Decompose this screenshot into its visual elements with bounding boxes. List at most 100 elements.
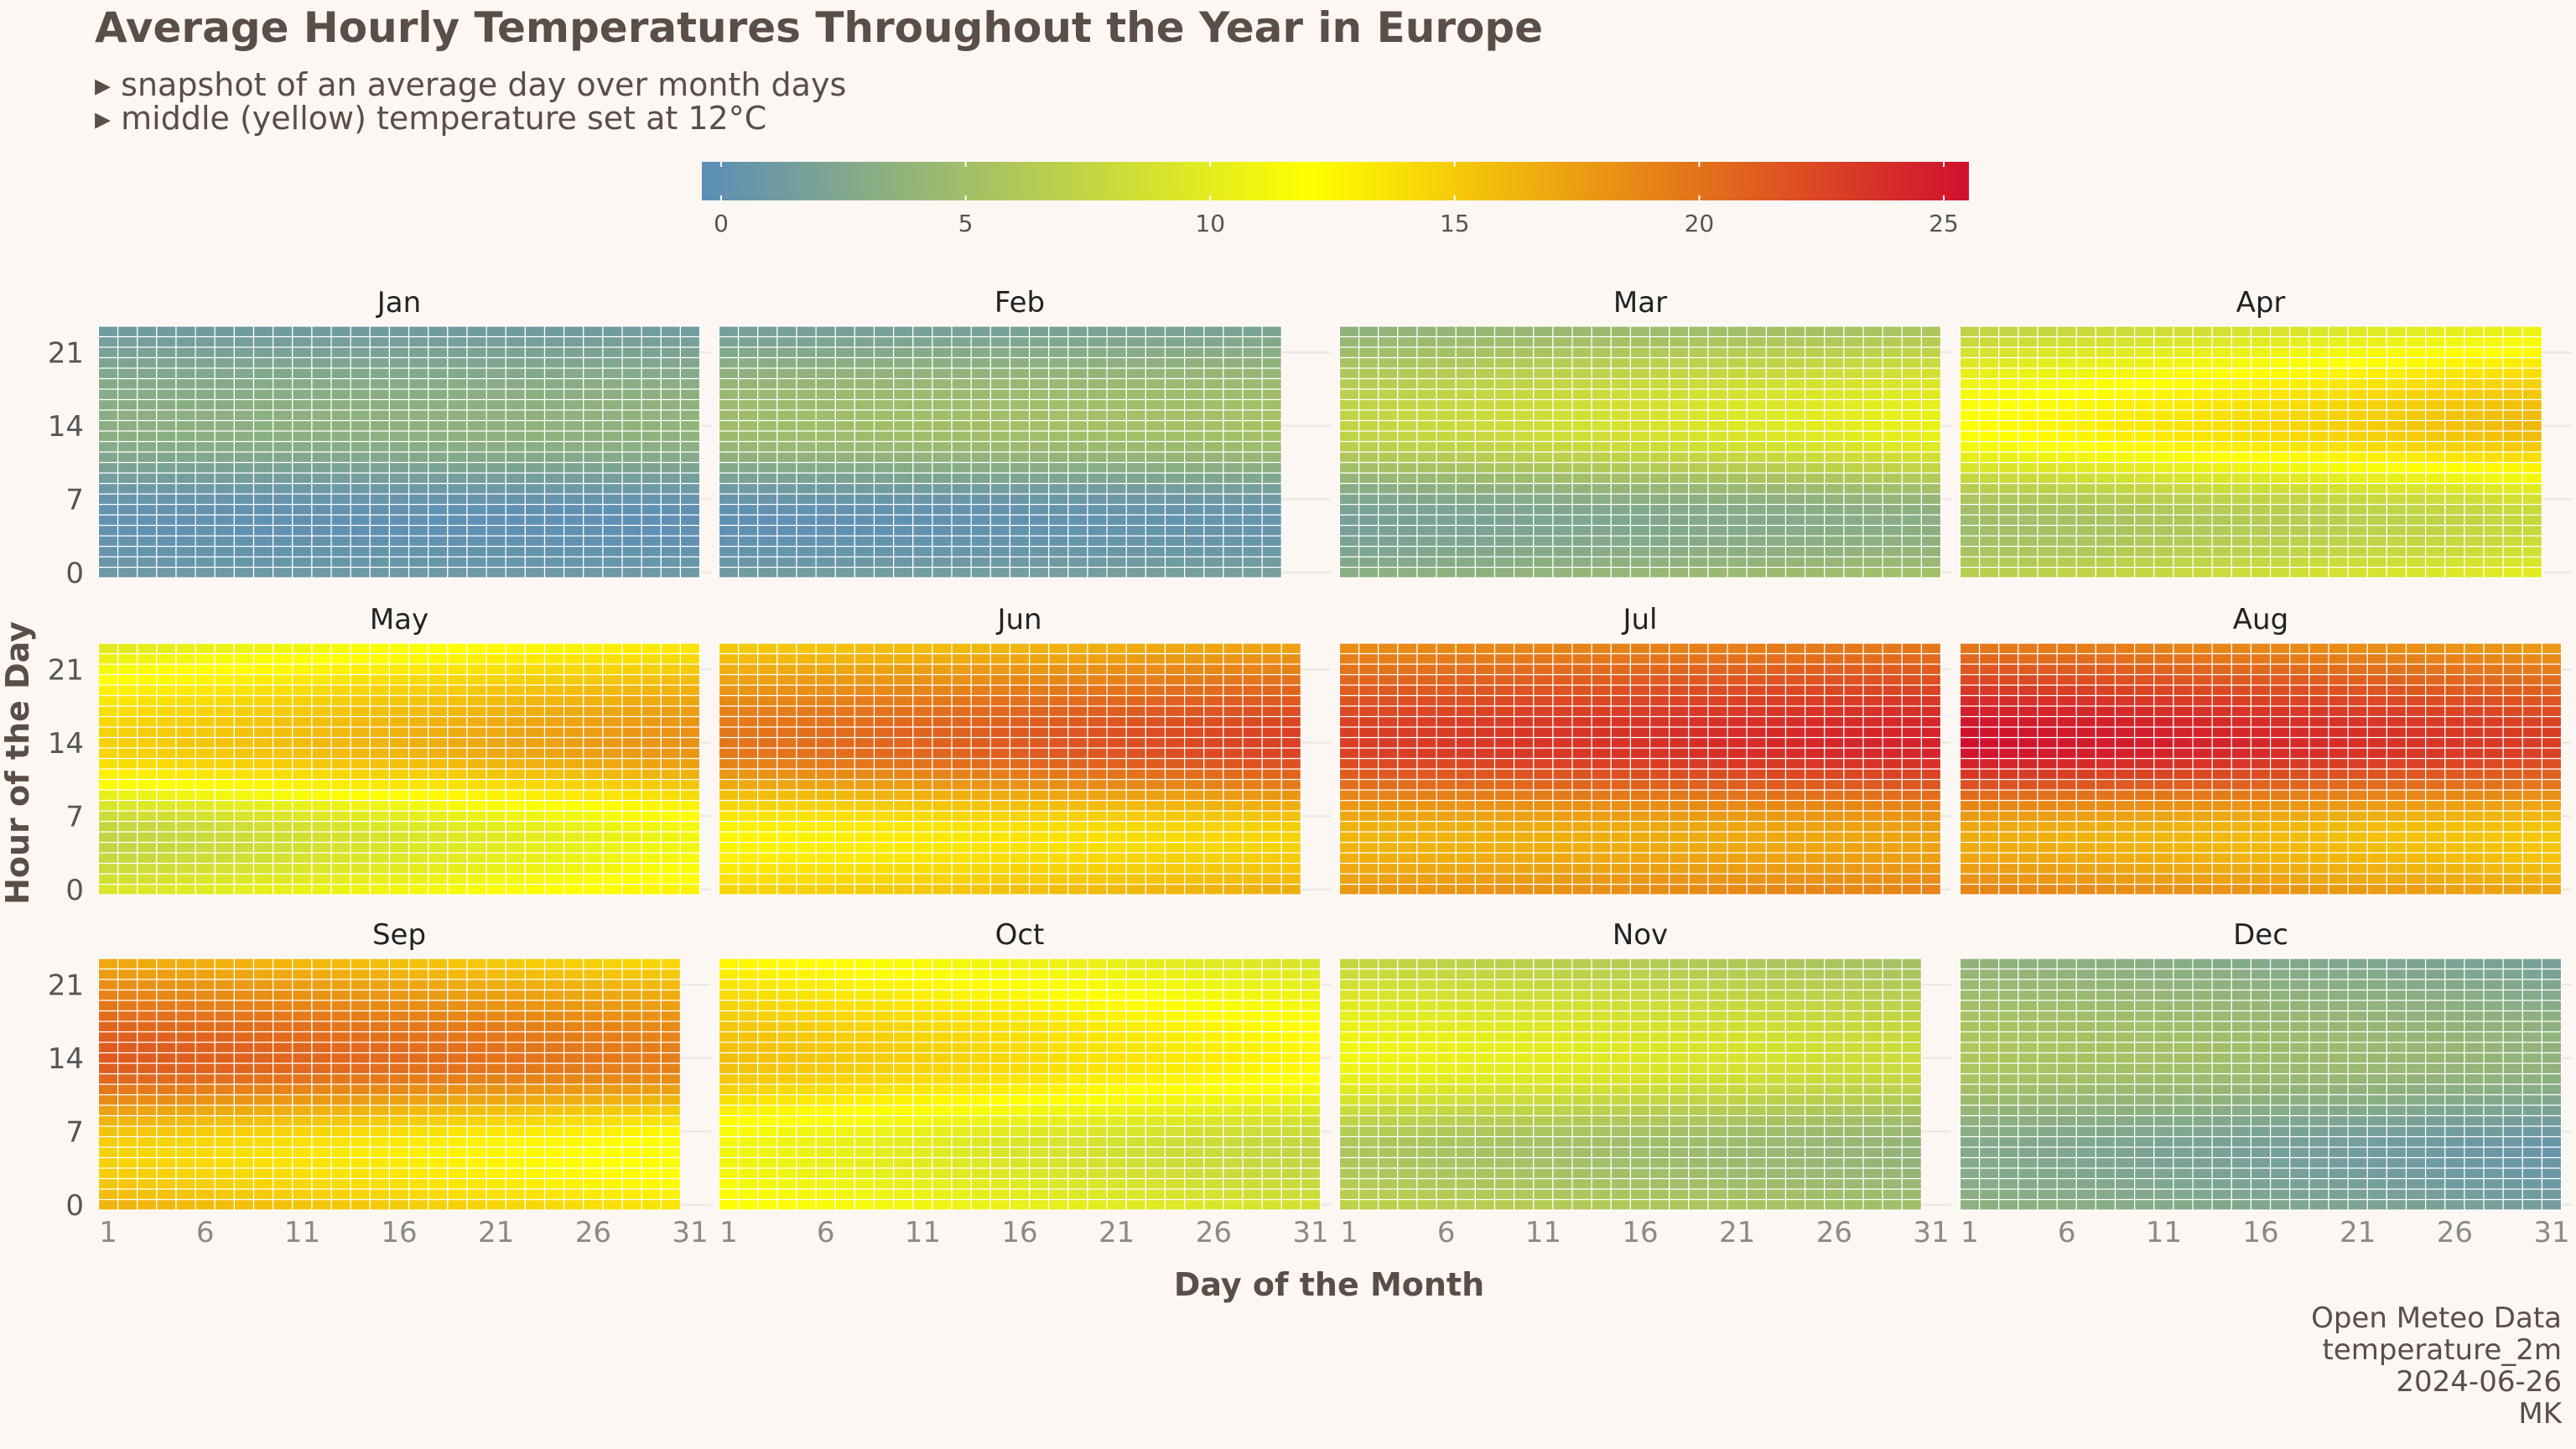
heatmap-tile bbox=[175, 789, 196, 802]
heatmap-tile bbox=[1261, 377, 1282, 390]
heatmap-tile bbox=[1009, 747, 1031, 760]
heatmap-tile bbox=[757, 694, 778, 707]
heatmap-tile bbox=[1533, 325, 1554, 338]
heatmap-tile bbox=[854, 715, 875, 728]
heatmap-tile bbox=[543, 694, 565, 707]
heatmap-tile bbox=[1610, 535, 1632, 548]
heatmap-tile bbox=[932, 757, 953, 770]
heatmap-tile bbox=[1397, 652, 1418, 665]
heatmap-tile bbox=[2405, 335, 2427, 348]
heatmap-tile bbox=[1571, 673, 1592, 686]
heatmap-tile bbox=[989, 684, 1011, 697]
heatmap-tile bbox=[447, 545, 468, 558]
heatmap-tile bbox=[214, 419, 235, 432]
heatmap-tile bbox=[447, 862, 468, 875]
heatmap-tile bbox=[369, 883, 391, 896]
heatmap-tile bbox=[1436, 335, 1457, 348]
heatmap-tile bbox=[893, 789, 914, 802]
heatmap-tile bbox=[1765, 451, 1787, 464]
heatmap-tile bbox=[2037, 346, 2058, 359]
heatmap-tile bbox=[233, 367, 255, 380]
heatmap-tile bbox=[543, 715, 565, 728]
heatmap-tile bbox=[2231, 346, 2252, 359]
heatmap-tile bbox=[1164, 335, 1186, 348]
heatmap-tile bbox=[2037, 556, 2058, 569]
heatmap-tile bbox=[1203, 556, 1224, 569]
heatmap-tile bbox=[195, 356, 216, 369]
heatmap-tile bbox=[1746, 663, 1767, 676]
heatmap-tile bbox=[1378, 715, 1399, 728]
heatmap-tile bbox=[1474, 409, 1496, 422]
heatmap-tile bbox=[1959, 409, 1981, 422]
heatmap-tile bbox=[641, 398, 662, 411]
heatmap-tile bbox=[1649, 841, 1670, 854]
heatmap-tile bbox=[273, 451, 293, 464]
heatmap-tile bbox=[252, 705, 274, 718]
heatmap-tile bbox=[1959, 367, 1981, 380]
heatmap-tile bbox=[1242, 419, 1263, 432]
heatmap-tile bbox=[1164, 726, 1186, 739]
heatmap-tile bbox=[1959, 472, 1981, 485]
heatmap-tile bbox=[1067, 335, 1088, 348]
heatmap-tile bbox=[1436, 377, 1457, 390]
heatmap-tile bbox=[311, 472, 332, 485]
heatmap-tile bbox=[1087, 862, 1108, 875]
heatmap-tile bbox=[1416, 736, 1437, 749]
heatmap-tile bbox=[2192, 367, 2213, 380]
heatmap-tile bbox=[1649, 652, 1670, 665]
heatmap-tile bbox=[1106, 831, 1127, 844]
heatmap-tile bbox=[2502, 524, 2523, 537]
heatmap-tile bbox=[2192, 514, 2213, 527]
heatmap-tile bbox=[273, 873, 293, 886]
heatmap-tile bbox=[1048, 493, 1069, 506]
heatmap-tile bbox=[1901, 346, 1923, 359]
heatmap-tile bbox=[1591, 736, 1612, 749]
heatmap-tile bbox=[2521, 472, 2543, 485]
heatmap-tile bbox=[2018, 335, 2038, 348]
heatmap-tile bbox=[1397, 440, 1418, 453]
heatmap-tile bbox=[1959, 335, 1981, 348]
heatmap-tile bbox=[796, 398, 817, 411]
heatmap-tile bbox=[1533, 556, 1554, 569]
heatmap-tile bbox=[815, 726, 836, 739]
heatmap-tile bbox=[1203, 356, 1224, 369]
heatmap-tile bbox=[1358, 356, 1379, 369]
heatmap-tile bbox=[1493, 377, 1515, 390]
heatmap-tile bbox=[1978, 356, 2000, 369]
heatmap-tile bbox=[2211, 482, 2232, 495]
heatmap-tile bbox=[583, 778, 604, 791]
heatmap-tile bbox=[621, 726, 642, 739]
heatmap-tile bbox=[1552, 419, 1573, 432]
heatmap-tile bbox=[1416, 747, 1437, 760]
colorbar-tick-label: 15 bbox=[1440, 210, 1470, 237]
heatmap-tile bbox=[893, 799, 914, 812]
heatmap-tile bbox=[2211, 325, 2232, 338]
heatmap-tile bbox=[1455, 852, 1476, 865]
heatmap-tile bbox=[1184, 451, 1205, 464]
heatmap-tile bbox=[1805, 535, 1826, 548]
heatmap-tile bbox=[1669, 409, 1690, 422]
heatmap-tile bbox=[2153, 482, 2174, 495]
heatmap-tile bbox=[1378, 556, 1399, 569]
heatmap-tile bbox=[486, 535, 506, 548]
heatmap-tile bbox=[466, 482, 487, 495]
heatmap-tile bbox=[989, 419, 1011, 432]
heatmap-tile bbox=[1358, 440, 1379, 453]
heatmap-tile bbox=[195, 503, 216, 516]
heatmap-tile bbox=[660, 736, 682, 749]
heatmap-tile bbox=[156, 451, 177, 464]
heatmap-tile bbox=[834, 852, 855, 865]
heatmap-tile bbox=[2328, 514, 2349, 527]
heatmap-tile bbox=[1474, 820, 1496, 833]
heatmap-tile bbox=[1688, 419, 1709, 432]
heatmap-tile bbox=[1164, 472, 1186, 485]
heatmap-tile bbox=[1184, 684, 1205, 697]
heatmap-tile bbox=[1338, 451, 1360, 464]
heatmap-tile bbox=[1145, 524, 1166, 537]
heatmap-tile bbox=[1824, 524, 1845, 537]
heatmap-tile bbox=[486, 346, 506, 359]
heatmap-tile bbox=[757, 705, 778, 718]
heatmap-tile bbox=[1610, 440, 1632, 453]
heatmap-tile bbox=[214, 493, 235, 506]
heatmap-tile bbox=[1436, 841, 1457, 854]
